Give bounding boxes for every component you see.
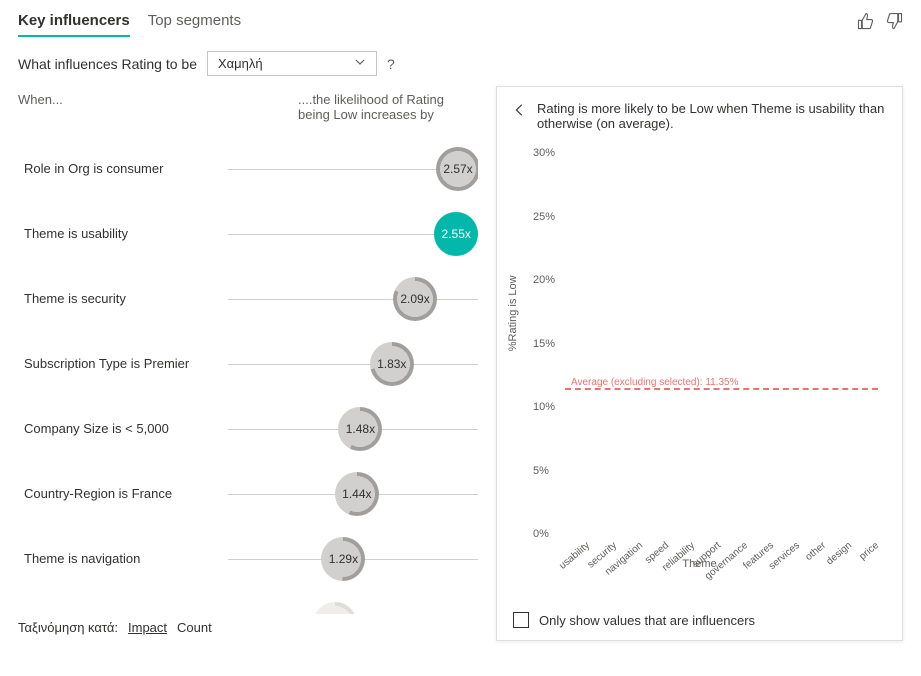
- influencer-bubble[interactable]: 1.48x: [338, 407, 382, 451]
- y-axis-label: %Rating is Low: [507, 275, 519, 351]
- tab-key-influencers[interactable]: Key influencers: [18, 12, 130, 37]
- detail-title: Rating is more likely to be Low when The…: [537, 101, 886, 131]
- influencer-bubble[interactable]: 2.57x: [436, 147, 478, 191]
- y-tick: 15%: [533, 338, 555, 350]
- bubble-value: 1.48x: [346, 422, 375, 436]
- help-icon[interactable]: ?: [387, 56, 395, 72]
- x-axis-label: Theme: [513, 558, 886, 570]
- sort-label: Ταξινόμηση κατά:: [18, 620, 118, 635]
- bubble-value: 1.29x: [329, 552, 358, 566]
- influencer-label: Company Size is < 5,000: [18, 421, 218, 436]
- influencer-bubble[interactable]: 2.09x: [393, 277, 437, 321]
- influencer-label: Theme is security: [18, 291, 218, 306]
- y-tick: 0%: [533, 528, 549, 540]
- y-tick: 20%: [533, 274, 555, 286]
- bars-container: usabilitysecuritynavigationspeedreliabil…: [565, 153, 878, 534]
- influencer-track: [228, 299, 478, 300]
- influencer-row[interactable]: Company Size is < 5,000 1.48x: [18, 396, 478, 461]
- theme-bar-chart: %Rating is Low 0%5%10%15%20%25%30%Averag…: [513, 143, 886, 604]
- y-tick: 10%: [533, 401, 555, 413]
- y-tick: 25%: [533, 211, 555, 223]
- influencer-label: Theme is usability: [18, 226, 218, 241]
- y-tick: 5%: [533, 465, 549, 477]
- influencer-label: Subscription Type is Premier: [18, 356, 218, 371]
- chevron-down-icon: [354, 56, 366, 71]
- only-influencers-label: Only show values that are influencers: [539, 613, 755, 628]
- tab-top-segments[interactable]: Top segments: [148, 12, 241, 37]
- influencer-label: Country-Region is France: [18, 486, 218, 501]
- y-tick: 30%: [533, 147, 555, 159]
- influencer-row[interactable]: Theme is usability 2.55x: [18, 201, 478, 266]
- sort-count[interactable]: Count: [177, 620, 212, 635]
- influencer-row[interactable]: Theme is navigation 1.29x: [18, 526, 478, 591]
- bubble-value: 2.09x: [400, 292, 429, 306]
- influencer-track: [228, 364, 478, 365]
- dropdown-selected: Χαμηλή: [218, 56, 263, 71]
- influencer-row[interactable]: Theme is security 2.09x: [18, 266, 478, 331]
- bubble-value: 2.55x: [442, 227, 471, 241]
- influencer-bubble[interactable]: 1.83x: [370, 342, 414, 386]
- influencer-row[interactable]: Role in Org is consumer 2.57x: [18, 136, 478, 201]
- influencer-row[interactable]: Subscription Type is Premier 1.83x: [18, 331, 478, 396]
- back-arrow-icon[interactable]: [513, 103, 527, 120]
- influencer-bubble[interactable]: 2.55x: [434, 212, 478, 256]
- sort-impact[interactable]: Impact: [128, 620, 167, 635]
- rating-dropdown[interactable]: Χαμηλή: [207, 51, 377, 76]
- thumbs-up-icon[interactable]: [857, 12, 875, 33]
- influencer-label: Theme is navigation: [18, 551, 218, 566]
- only-influencers-checkbox[interactable]: [513, 612, 529, 628]
- thumbs-down-icon[interactable]: [885, 12, 903, 33]
- bubble-value: 1.44x: [342, 487, 371, 501]
- bubble-value: 2.57x: [443, 162, 472, 176]
- question-prefix: What influences Rating to be: [18, 56, 197, 72]
- column-header-likelihood: ....the likelihood of Rating being Low i…: [298, 92, 478, 122]
- influencer-row[interactable]: Country-Region is France 1.44x: [18, 461, 478, 526]
- bubble-value: 1.83x: [377, 357, 406, 371]
- influencer-label: Role in Org is consumer: [18, 161, 218, 176]
- column-header-when: When...: [18, 92, 298, 122]
- influencer-bubble[interactable]: 1.29x: [321, 537, 365, 581]
- influencer-bubble[interactable]: 1.44x: [335, 472, 379, 516]
